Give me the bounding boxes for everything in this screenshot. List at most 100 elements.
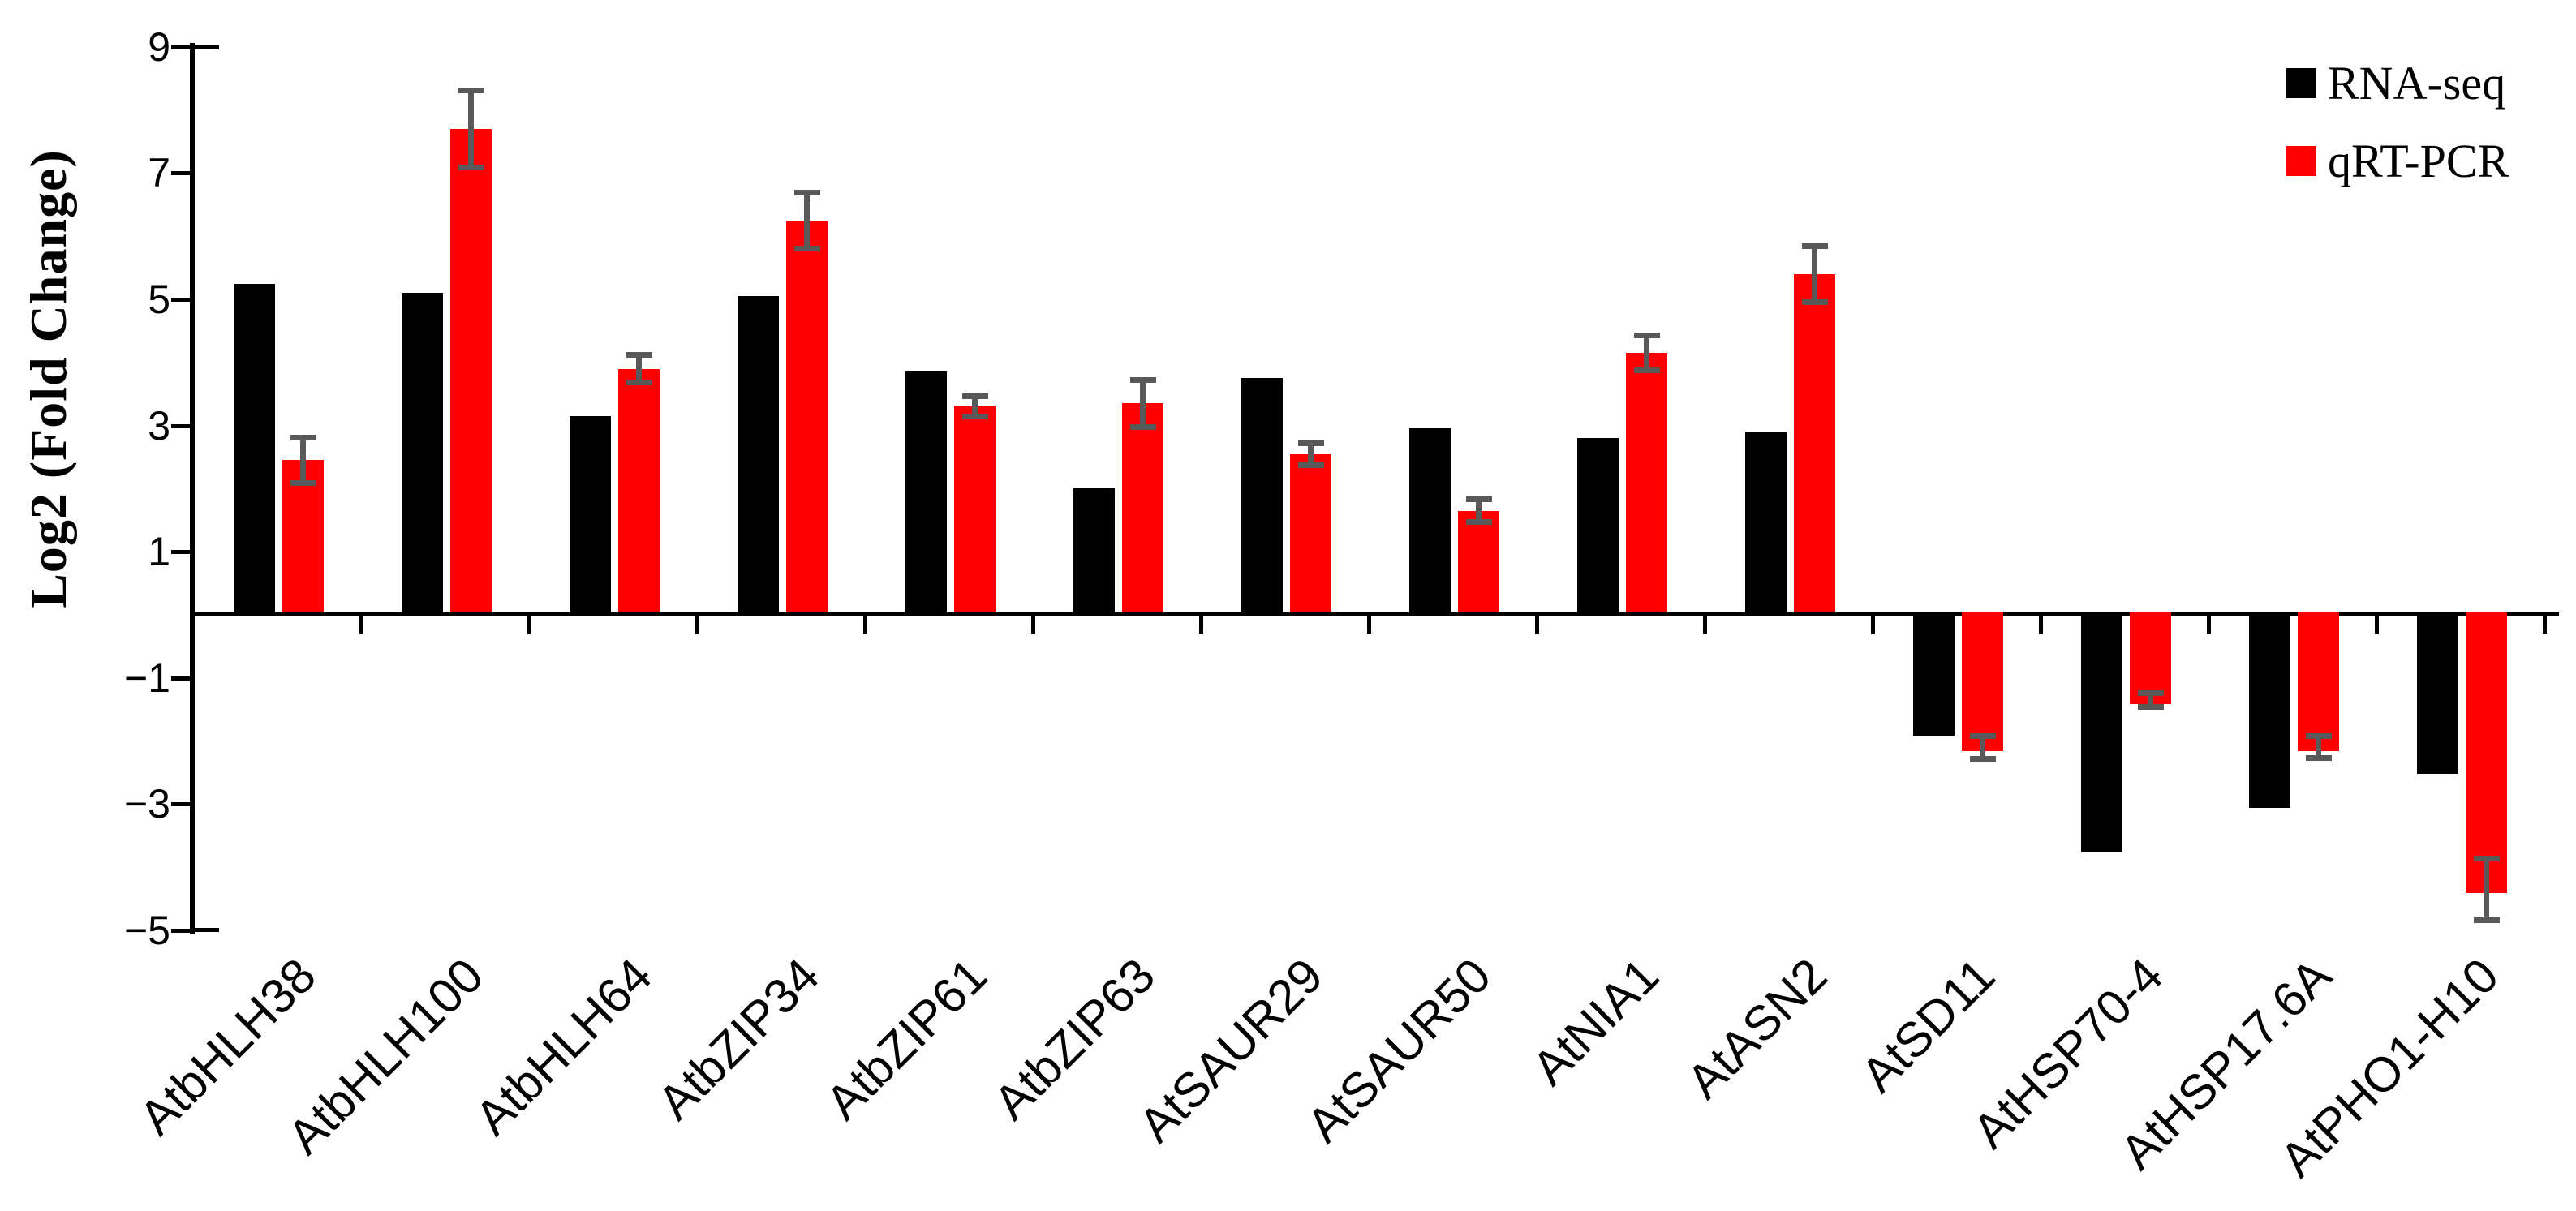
- y-tick-label: 1: [148, 529, 170, 575]
- legend-label-rna-seq: RNA-seq: [2328, 56, 2506, 110]
- bar-qrtpcr-atasn2: [1794, 273, 1835, 612]
- error-bar-cap-bottom: [2137, 704, 2164, 711]
- y-tick-mark: [171, 676, 192, 681]
- bar-rnaseq-atbhlh38: [234, 283, 275, 612]
- error-bar-cap-bottom: [1297, 462, 1324, 468]
- bar-qrtpcr-atbhlh100: [450, 128, 492, 612]
- bar-rnaseq-atasn2: [1745, 432, 1787, 612]
- error-bar-cap-top: [961, 393, 988, 400]
- error-bar-cap-bottom: [793, 245, 820, 251]
- bar-rnaseq-atbhlh100: [402, 293, 443, 612]
- x-category-label: AtbHLH64: [464, 947, 662, 1145]
- x-category-label: AtASN2: [1676, 947, 1838, 1110]
- x-category-label: AtNIA1: [1521, 947, 1670, 1096]
- error-bar-cap-top: [1801, 243, 1828, 249]
- x-axis-tick-mark: [1199, 616, 1203, 634]
- error-bar-cap-bottom: [961, 414, 988, 420]
- x-axis-tick-mark: [359, 616, 363, 634]
- y-tick-label: −5: [123, 908, 170, 953]
- bar-qrtpcr-atsaur29: [1290, 453, 1331, 612]
- x-axis-tick-mark: [2375, 616, 2379, 634]
- error-bar-line: [2484, 857, 2489, 921]
- error-bar-line: [1476, 498, 1482, 523]
- x-axis-line: [190, 612, 2559, 616]
- y-tick-mark: [171, 550, 192, 555]
- bar-rnaseq-atnia1: [1577, 438, 1619, 612]
- bar-qrtpcr-atbzip34: [786, 220, 828, 612]
- bar-qrtpcr-atsd11: [1962, 612, 2003, 752]
- y-tick-label: −3: [123, 781, 170, 827]
- error-bar-cap-bottom: [2305, 755, 2332, 762]
- error-bar-cap-top: [1297, 440, 1324, 446]
- error-bar-cap-bottom: [626, 379, 652, 385]
- error-bar-cap-top: [1465, 496, 1492, 502]
- legend-swatch-rna-seq-icon: [2286, 67, 2316, 98]
- error-bar-line: [300, 436, 306, 484]
- error-bar-line: [1644, 335, 1649, 371]
- x-axis-tick-mark: [1367, 616, 1371, 634]
- x-axis-tick-mark: [527, 616, 531, 634]
- x-axis-tick-mark: [1031, 616, 1035, 634]
- y-tick-label: 9: [148, 24, 170, 70]
- bar-qrtpcr-atbhlh64: [618, 368, 660, 612]
- error-bar-cap-top: [793, 189, 820, 195]
- bar-rnaseq-atbzip61: [905, 371, 947, 612]
- legend-swatch-qrt-pcr-icon: [2286, 145, 2316, 176]
- x-axis-tick-mark: [2207, 616, 2211, 634]
- bar-rnaseq-athsp17-6a: [2249, 612, 2290, 809]
- bar-rnaseq-atsaur50: [1409, 428, 1451, 612]
- y-axis-bottom-cap: [195, 928, 219, 932]
- x-category-label: AtSAUR50: [1297, 947, 1502, 1153]
- error-bar-line: [1812, 245, 1817, 303]
- y-tick-mark: [171, 929, 192, 933]
- legend-label-qrt-pcr: qRT-PCR: [2328, 134, 2509, 187]
- x-category-label: AtSD11: [1851, 947, 2006, 1103]
- error-bar-cap-bottom: [458, 165, 484, 171]
- bar-qrtpcr-atsaur50: [1458, 510, 1499, 612]
- x-axis-tick-mark: [1703, 616, 1707, 634]
- error-bar-cap-bottom: [1633, 367, 1660, 373]
- error-bar-cap-top: [1129, 376, 1156, 383]
- error-bar-cap-top: [1969, 732, 1996, 739]
- y-tick-label: 3: [148, 402, 170, 449]
- x-category-label: AtbZIP34: [647, 947, 830, 1130]
- y-tick-label: −1: [123, 655, 170, 701]
- error-bar-cap-top: [290, 434, 316, 440]
- bar-rnaseq-atsd11: [1913, 612, 1955, 736]
- error-bar-cap-bottom: [2473, 917, 2500, 924]
- y-tick-mark: [171, 802, 192, 807]
- bar-rnaseq-atsaur29: [1241, 378, 1283, 612]
- error-bar-line: [972, 396, 978, 418]
- error-bar-cap-top: [2473, 855, 2500, 861]
- error-bar-cap-top: [2137, 689, 2164, 696]
- y-axis-top-cap: [195, 45, 219, 49]
- y-tick-mark: [171, 298, 192, 302]
- x-axis-tick-mark: [863, 616, 867, 634]
- bar-rnaseq-atbzip34: [738, 296, 779, 612]
- x-axis-tick-mark: [1871, 616, 1875, 634]
- bar-rnaseq-athsp70-4: [2081, 612, 2122, 852]
- error-bar-cap-top: [626, 352, 652, 359]
- error-bar-line: [804, 191, 810, 249]
- error-bar-line: [2148, 692, 2153, 708]
- error-bar-line: [1140, 379, 1146, 427]
- bar-qrtpcr-athsp70-4: [2130, 612, 2171, 705]
- error-bar-cap-bottom: [1801, 298, 1828, 305]
- y-tick-mark: [171, 171, 192, 176]
- error-bar-cap-bottom: [290, 480, 316, 487]
- legend: RNA-seq qRT-PCR: [2286, 54, 2509, 209]
- x-category-label: AtSAUR29: [1129, 947, 1334, 1153]
- legend-row-qrt-pcr: qRT-PCR: [2286, 131, 2509, 190]
- y-tick-mark: [171, 45, 192, 49]
- bar-rnaseq-atpho1-h10: [2417, 612, 2458, 774]
- x-category-label: AtbZIP61: [815, 947, 998, 1130]
- bar-rnaseq-atbhlh64: [570, 415, 611, 612]
- error-bar-cap-top: [2305, 733, 2332, 740]
- x-axis-tick-mark: [2039, 616, 2043, 634]
- bar-qrtpcr-atnia1: [1626, 353, 1667, 612]
- error-bar-line: [636, 354, 642, 383]
- error-bar-cap-bottom: [1969, 756, 1996, 762]
- error-bar-line: [468, 89, 474, 169]
- error-bar-cap-top: [1633, 333, 1660, 339]
